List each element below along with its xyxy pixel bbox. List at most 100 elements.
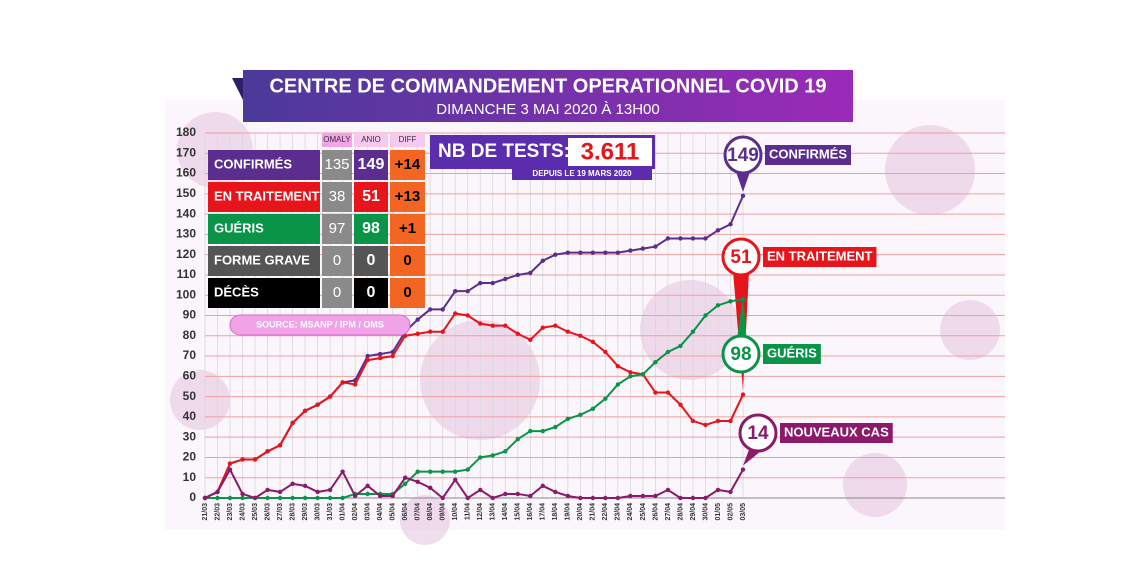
data-point bbox=[565, 329, 571, 334]
y-tick-label: 80 bbox=[183, 328, 197, 342]
x-tick-label: 08/04 bbox=[427, 503, 434, 521]
data-point bbox=[528, 428, 533, 434]
data-point bbox=[578, 495, 583, 501]
data-point bbox=[628, 248, 633, 253]
data-point bbox=[590, 250, 596, 255]
data-point bbox=[515, 436, 520, 442]
data-point bbox=[603, 396, 608, 401]
y-tick-label: 90 bbox=[183, 308, 197, 322]
data-point bbox=[202, 495, 208, 501]
data-point bbox=[540, 258, 546, 263]
anio-value: 149 bbox=[358, 156, 385, 173]
data-point bbox=[578, 412, 583, 418]
row-label: DÉCÈS bbox=[214, 284, 259, 299]
data-point bbox=[503, 449, 508, 454]
data-point bbox=[465, 288, 470, 294]
diff-value: 0 bbox=[403, 284, 411, 301]
data-point bbox=[615, 363, 621, 369]
data-point bbox=[465, 495, 470, 501]
row-label: CONFIRMÉS bbox=[214, 156, 292, 171]
data-point bbox=[703, 422, 708, 428]
data-point bbox=[290, 420, 295, 426]
x-tick-label: 07/04 bbox=[415, 503, 422, 521]
data-point bbox=[440, 495, 445, 501]
y-tick-label: 160 bbox=[176, 166, 196, 180]
data-point bbox=[215, 495, 220, 501]
omaly-box bbox=[322, 246, 352, 276]
data-point bbox=[327, 487, 333, 493]
callout-pin bbox=[735, 169, 751, 192]
callout-label: CONFIRMÉS bbox=[769, 146, 847, 161]
data-point bbox=[615, 250, 621, 255]
x-tick-label: 29/04 bbox=[690, 503, 697, 521]
x-tick-label: 25/03 bbox=[252, 503, 259, 521]
callout-label: GUÉRIS bbox=[767, 345, 817, 360]
data-point bbox=[465, 313, 470, 318]
anio-box bbox=[354, 246, 388, 276]
source: SOURCE: MSANP / IPM / OMS bbox=[256, 319, 384, 329]
y-tick-label: 140 bbox=[176, 206, 196, 220]
data-point bbox=[703, 495, 708, 501]
data-point bbox=[728, 418, 733, 424]
data-point bbox=[315, 402, 320, 407]
callout-label-box bbox=[763, 344, 821, 364]
data-point bbox=[478, 487, 483, 493]
x-tick-label: 21/03 bbox=[202, 503, 209, 521]
y-tick-label: 50 bbox=[183, 389, 197, 403]
callout-value: 149 bbox=[727, 145, 759, 166]
data-point bbox=[428, 469, 433, 474]
data-point bbox=[728, 299, 733, 304]
data-point bbox=[553, 323, 558, 328]
x-tick-label: 03/05 bbox=[740, 503, 747, 521]
data-point bbox=[678, 236, 683, 241]
banner-fold bbox=[232, 78, 243, 100]
data-point bbox=[715, 487, 721, 493]
data-point bbox=[528, 337, 533, 343]
data-point bbox=[290, 495, 295, 501]
x-tick-label: 01/04 bbox=[339, 503, 346, 521]
data-point bbox=[678, 495, 683, 501]
x-tick-label: 27/03 bbox=[277, 503, 284, 521]
data-point bbox=[653, 244, 658, 249]
data-point bbox=[490, 495, 495, 501]
series-line bbox=[204, 312, 744, 499]
row-label: EN TRAITEMENT bbox=[214, 188, 320, 203]
data-point bbox=[640, 493, 646, 499]
y-tick-label: 150 bbox=[176, 186, 196, 200]
row-label-box bbox=[208, 278, 320, 308]
data-point bbox=[428, 307, 433, 312]
data-point bbox=[515, 272, 520, 278]
data-point bbox=[603, 349, 608, 355]
data-point bbox=[478, 455, 483, 460]
x-tick-label: 24/03 bbox=[239, 503, 246, 521]
y-tick-label: 180 bbox=[176, 125, 196, 139]
callout-label: EN TRAITEMENT bbox=[767, 248, 873, 263]
data-point bbox=[265, 487, 270, 493]
data-point bbox=[402, 475, 408, 480]
row-label-box bbox=[208, 214, 320, 244]
data-point bbox=[503, 323, 508, 328]
data-point bbox=[553, 424, 558, 430]
data-point bbox=[603, 250, 608, 255]
row-label-box bbox=[208, 246, 320, 276]
data-point bbox=[302, 495, 308, 501]
data-point bbox=[365, 357, 370, 363]
data-point bbox=[640, 372, 646, 377]
callout-value: 14 bbox=[747, 423, 769, 444]
x-tick-label: 22/03 bbox=[214, 503, 221, 521]
x-tick-label: 15/04 bbox=[515, 503, 522, 521]
header-banner bbox=[243, 70, 853, 122]
data-point bbox=[540, 325, 546, 330]
column-header: OMALY bbox=[323, 135, 351, 144]
data-point bbox=[415, 331, 420, 336]
x-tick-label: 01/05 bbox=[715, 503, 722, 521]
data-point bbox=[340, 469, 345, 474]
anio-value: 98 bbox=[362, 220, 380, 237]
data-point bbox=[615, 382, 621, 387]
data-point bbox=[615, 495, 621, 501]
tests-since: DEPUIS LE 19 MARS 2020 bbox=[532, 169, 632, 178]
y-tick-label: 70 bbox=[183, 348, 197, 362]
data-point bbox=[440, 329, 445, 334]
x-tick-label: 24/04 bbox=[627, 503, 634, 521]
data-point bbox=[515, 491, 520, 497]
